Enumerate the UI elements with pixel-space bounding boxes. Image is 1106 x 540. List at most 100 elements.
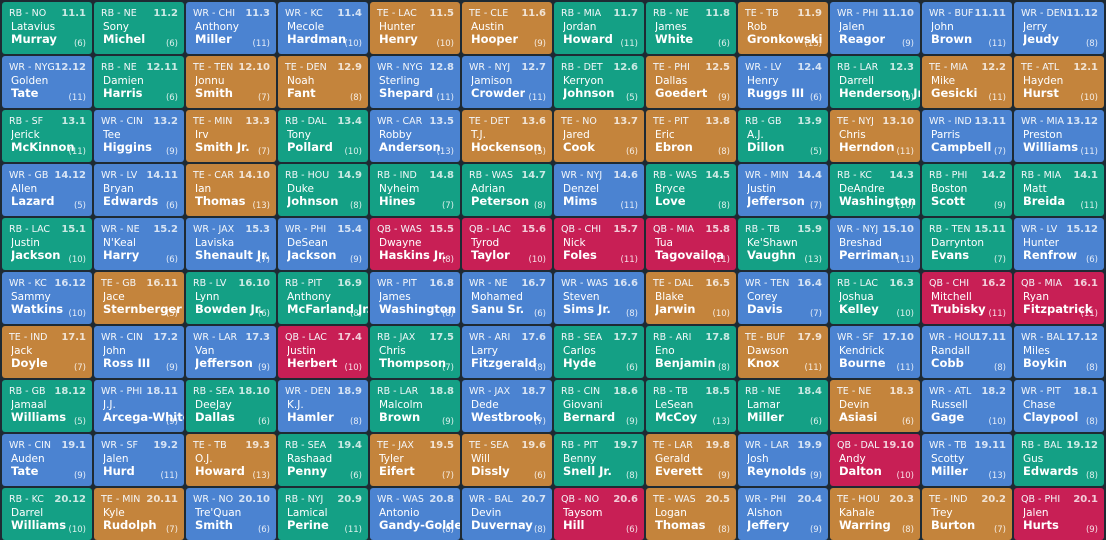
draft-pick-card[interactable]: RB - WAS 14.7 Adrian Peterson (8) <box>462 164 552 216</box>
draft-pick-card[interactable]: QB - LAC 17.4 Justin Herbert (10) <box>278 326 368 378</box>
draft-pick-card[interactable]: RB - GB 18.12 Jamaal Williams (5) <box>2 380 92 432</box>
draft-pick-card[interactable]: RB - NE 11.2 Sony Michel (6) <box>94 2 184 54</box>
draft-pick-card[interactable]: QB - WAS 15.5 Dwayne Haskins Jr. (8) <box>370 218 460 270</box>
draft-pick-card[interactable]: TE - BUF 17.9 Dawson Knox (11) <box>738 326 828 378</box>
draft-pick-card[interactable]: WR - NE 16.7 Mohamed Sanu Sr. (6) <box>462 272 552 324</box>
draft-pick-card[interactable]: WR - ARI 17.6 Larry Fitzgerald (8) <box>462 326 552 378</box>
draft-pick-card[interactable]: RB - NE 11.8 James White (6) <box>646 2 736 54</box>
draft-pick-card[interactable]: RB - TEN 15.11 Darrynton Evans (7) <box>922 218 1012 270</box>
draft-pick-card[interactable]: TE - DAL 16.5 Blake Jarwin (10) <box>646 272 736 324</box>
draft-pick-card[interactable]: TE - JAX 19.5 Tyler Eifert (7) <box>370 434 460 486</box>
draft-pick-card[interactable]: WR - LAR 17.3 Van Jefferson (9) <box>186 326 276 378</box>
draft-pick-card[interactable]: WR - ATL 18.2 Russell Gage (10) <box>922 380 1012 432</box>
draft-pick-card[interactable]: WR - PHI 11.10 Jalen Reagor (9) <box>830 2 920 54</box>
draft-pick-card[interactable]: WR - SF 17.10 Kendrick Bourne (11) <box>830 326 920 378</box>
draft-pick-card[interactable]: WR - CHI 11.3 Anthony Miller (11) <box>186 2 276 54</box>
draft-pick-card[interactable]: WR - TEN 16.4 Corey Davis (7) <box>738 272 828 324</box>
draft-pick-card[interactable]: WR - GB 14.12 Allen Lazard (5) <box>2 164 92 216</box>
draft-pick-card[interactable]: WR - LV 14.11 Bryan Edwards (6) <box>94 164 184 216</box>
draft-pick-card[interactable]: RB - HOU 14.9 Duke Johnson (8) <box>278 164 368 216</box>
draft-pick-card[interactable]: WR - BUF 11.11 John Brown (11) <box>922 2 1012 54</box>
draft-pick-card[interactable]: WR - JAX 15.3 Laviska Shenault Jr. (7) <box>186 218 276 270</box>
draft-pick-card[interactable]: TE - GB 16.11 Jace Sternberger (5) <box>94 272 184 324</box>
draft-pick-card[interactable]: WR - LV 15.12 Hunter Renfrow (6) <box>1014 218 1104 270</box>
draft-pick-card[interactable]: RB - TB 15.9 Ke'Shawn Vaughn (13) <box>738 218 828 270</box>
draft-pick-card[interactable]: TE - NYJ 13.10 Chris Herndon (11) <box>830 110 920 162</box>
draft-pick-card[interactable]: QB - LAC 15.6 Tyrod Taylor (10) <box>462 218 552 270</box>
draft-pick-card[interactable]: TE - MIN 13.3 Irv Smith Jr. (7) <box>186 110 276 162</box>
draft-pick-card[interactable]: TE - LAC 11.5 Hunter Henry (10) <box>370 2 460 54</box>
draft-pick-card[interactable]: WR - KC 16.12 Sammy Watkins (10) <box>2 272 92 324</box>
draft-pick-card[interactable]: WR - DEN 11.12 Jerry Jeudy (8) <box>1014 2 1104 54</box>
draft-pick-card[interactable]: TE - CLE 11.6 Austin Hooper (9) <box>462 2 552 54</box>
draft-pick-card[interactable]: TE - TB 11.9 Rob Gronkowski (13) <box>738 2 828 54</box>
draft-pick-card[interactable]: RB - NYJ 20.9 Lamical Perine (11) <box>278 488 368 540</box>
draft-pick-card[interactable]: TE - CAR 14.10 Ian Thomas (13) <box>186 164 276 216</box>
draft-pick-card[interactable]: QB - PHI 20.1 Jalen Hurts (9) <box>1014 488 1104 540</box>
draft-pick-card[interactable]: RB - BAL 19.12 Gus Edwards (8) <box>1014 434 1104 486</box>
draft-pick-card[interactable]: RB - SEA 19.4 Rashaad Penny (6) <box>278 434 368 486</box>
draft-pick-card[interactable]: TE - PIT 13.8 Eric Ebron (8) <box>646 110 736 162</box>
draft-pick-card[interactable]: TE - TEN 12.10 Jonnu Smith (7) <box>186 56 276 108</box>
draft-pick-card[interactable]: TE - ATL 12.1 Hayden Hurst (10) <box>1014 56 1104 108</box>
draft-pick-card[interactable]: WR - PIT 18.1 Chase Claypool (8) <box>1014 380 1104 432</box>
draft-pick-card[interactable]: WR - LV 12.4 Henry Ruggs III (6) <box>738 56 828 108</box>
draft-pick-card[interactable]: RB - DET 12.6 Kerryon Johnson (5) <box>554 56 644 108</box>
draft-pick-card[interactable]: RB - PHI 14.2 Boston Scott (9) <box>922 164 1012 216</box>
draft-pick-card[interactable]: RB - LAR 18.8 Malcolm Brown (9) <box>370 380 460 432</box>
draft-pick-card[interactable]: RB - LAC 16.3 Joshua Kelley (10) <box>830 272 920 324</box>
draft-pick-card[interactable]: RB - MIA 14.1 Matt Breida (11) <box>1014 164 1104 216</box>
draft-pick-card[interactable]: WR - NYG 12.12 Golden Tate (11) <box>2 56 92 108</box>
draft-pick-card[interactable]: WR - BAL 20.7 Devin Duvernay (8) <box>462 488 552 540</box>
draft-pick-card[interactable]: RB - SEA 18.10 DeeJay Dallas (6) <box>186 380 276 432</box>
draft-pick-card[interactable]: WR - JAX 18.7 Dede Westbrook (7) <box>462 380 552 432</box>
draft-pick-card[interactable]: WR - CIN 13.2 Tee Higgins (9) <box>94 110 184 162</box>
draft-pick-card[interactable]: QB - NO 20.6 Taysom Hill (6) <box>554 488 644 540</box>
draft-pick-card[interactable]: WR - NYJ 12.7 Jamison Crowder (11) <box>462 56 552 108</box>
draft-pick-card[interactable]: RB - KC 20.12 Darrel Williams (10) <box>2 488 92 540</box>
draft-pick-card[interactable]: WR - NYG 12.8 Sterling Shepard (11) <box>370 56 460 108</box>
draft-pick-card[interactable]: RB - SF 13.1 Jerick McKinnon (11) <box>2 110 92 162</box>
draft-pick-card[interactable]: TE - MIN 20.11 Kyle Rudolph (7) <box>94 488 184 540</box>
draft-pick-card[interactable]: TE - DET 13.6 T.J. Hockenson (5) <box>462 110 552 162</box>
draft-pick-card[interactable]: WR - CIN 17.2 John Ross III (9) <box>94 326 184 378</box>
draft-pick-card[interactable]: WR - NYJ 14.6 Denzel Mims (11) <box>554 164 644 216</box>
draft-pick-card[interactable]: WR - CAR 13.5 Robby Anderson (13) <box>370 110 460 162</box>
draft-pick-card[interactable]: QB - MIA 15.8 Tua Tagovailoa (11) <box>646 218 736 270</box>
draft-pick-card[interactable]: RB - SEA 17.7 Carlos Hyde (6) <box>554 326 644 378</box>
draft-pick-card[interactable]: QB - DAL 19.10 Andy Dalton (10) <box>830 434 920 486</box>
draft-pick-card[interactable]: WR - PHI 15.4 DeSean Jackson (9) <box>278 218 368 270</box>
draft-pick-card[interactable]: WR - WAS 16.6 Steven Sims Jr. (8) <box>554 272 644 324</box>
draft-pick-card[interactable]: TE - WAS 20.5 Logan Thomas (8) <box>646 488 736 540</box>
draft-pick-card[interactable]: RB - PIT 16.9 Anthony McFarland Jr. (8) <box>278 272 368 324</box>
draft-pick-card[interactable]: WR - SF 19.2 Jalen Hurd (11) <box>94 434 184 486</box>
draft-pick-card[interactable]: RB - NE 18.4 Lamar Miller (6) <box>738 380 828 432</box>
draft-pick-card[interactable]: RB - GB 13.9 A.J. Dillon (5) <box>738 110 828 162</box>
draft-pick-card[interactable]: QB - CHI 15.7 Nick Foles (11) <box>554 218 644 270</box>
draft-pick-card[interactable]: RB - IND 14.8 Nyheim Hines (7) <box>370 164 460 216</box>
draft-pick-card[interactable]: WR - DEN 18.9 K.J. Hamler (8) <box>278 380 368 432</box>
draft-pick-card[interactable]: QB - MIA 16.1 Ryan Fitzpatrick (11) <box>1014 272 1104 324</box>
draft-pick-card[interactable]: WR - CIN 19.1 Auden Tate (9) <box>2 434 92 486</box>
draft-pick-card[interactable]: WR - HOU 17.11 Randall Cobb (8) <box>922 326 1012 378</box>
draft-pick-card[interactable]: TE - TB 19.3 O.J. Howard (13) <box>186 434 276 486</box>
draft-pick-card[interactable]: RB - LAR 12.3 Darrell Henderson Jr. (9) <box>830 56 920 108</box>
draft-pick-card[interactable]: TE - IND 20.2 Trey Burton (7) <box>922 488 1012 540</box>
draft-pick-card[interactable]: TE - MIA 12.2 Mike Gesicki (11) <box>922 56 1012 108</box>
draft-pick-card[interactable]: WR - NO 20.10 Tre'Quan Smith (6) <box>186 488 276 540</box>
draft-pick-card[interactable]: RB - NE 12.11 Damien Harris (6) <box>94 56 184 108</box>
draft-pick-card[interactable]: QB - CHI 16.2 Mitchell Trubisky (11) <box>922 272 1012 324</box>
draft-pick-card[interactable]: TE - IND 17.1 Jack Doyle (7) <box>2 326 92 378</box>
draft-pick-card[interactable]: RB - LV 16.10 Lynn Bowden Jr. (6) <box>186 272 276 324</box>
draft-pick-card[interactable]: TE - DEN 12.9 Noah Fant (8) <box>278 56 368 108</box>
draft-pick-card[interactable]: TE - LAR 19.8 Gerald Everett (9) <box>646 434 736 486</box>
draft-pick-card[interactable]: TE - HOU 20.3 Kahale Warring (8) <box>830 488 920 540</box>
draft-pick-card[interactable]: RB - CIN 18.6 Giovani Bernard (9) <box>554 380 644 432</box>
draft-pick-card[interactable]: TE - NO 13.7 Jared Cook (6) <box>554 110 644 162</box>
draft-pick-card[interactable]: RB - KC 14.3 DeAndre Washington (10) <box>830 164 920 216</box>
draft-pick-card[interactable]: TE - SEA 19.6 Will Dissly (6) <box>462 434 552 486</box>
draft-pick-card[interactable]: RB - JAX 17.5 Chris Thompson (7) <box>370 326 460 378</box>
draft-pick-card[interactable]: WR - PIT 16.8 James Washington (8) <box>370 272 460 324</box>
draft-pick-card[interactable]: RB - DAL 13.4 Tony Pollard (10) <box>278 110 368 162</box>
